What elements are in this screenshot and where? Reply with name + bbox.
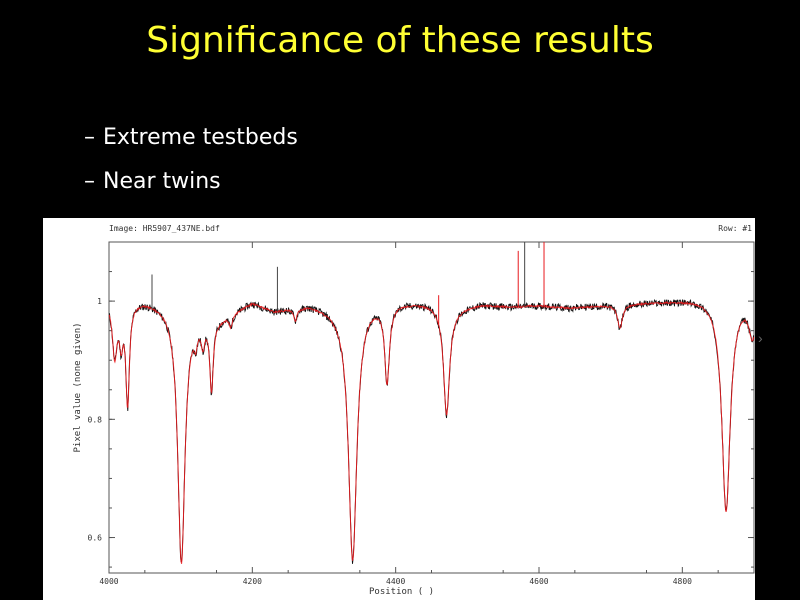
x-tick-label: 4200 (243, 577, 262, 586)
x-tick-label: 4400 (386, 577, 405, 586)
spectrum-chart: Image: HR5907_437NE.bdf Row: #1 4000 4200 44… (73, 224, 755, 597)
model-spectrum-line (108, 300, 755, 564)
bullet-dash: – (84, 125, 95, 150)
bullet-dash: – (84, 169, 95, 194)
x-tick-label: 4000 (99, 577, 118, 586)
bullet-list: – Extreme testbeds – Near twins (84, 122, 298, 210)
y-axis-label: Pixel value (none given) (73, 322, 83, 452)
bullet-item: – Extreme testbeds (84, 122, 298, 166)
observed-spectrum-line (108, 298, 755, 564)
plot-header-row: Row: #1 (718, 224, 752, 233)
x-tick-label: 4600 (529, 577, 548, 586)
bullet-text: Extreme testbeds (103, 125, 298, 150)
edge-fragment: › (758, 330, 763, 346)
y-tick-label: 0.8 (88, 415, 103, 424)
spectrum-plot-panel: Image: HR5907_437NE.bdf Row: #1 4000 4200 44… (43, 218, 755, 600)
x-tick-label: 4800 (673, 577, 692, 586)
y-tick-label: 0.6 (88, 534, 103, 543)
plot-frame (108, 241, 755, 574)
y-tick-label: 1 (97, 297, 102, 306)
bullet-text: Near twins (103, 169, 221, 194)
bullet-item: – Near twins (84, 166, 298, 210)
x-axis-label: Position ( ) (369, 587, 434, 597)
slide-title: Significance of these results (146, 20, 654, 61)
plot-header-image: Image: HR5907_437NE.bdf (109, 224, 220, 233)
